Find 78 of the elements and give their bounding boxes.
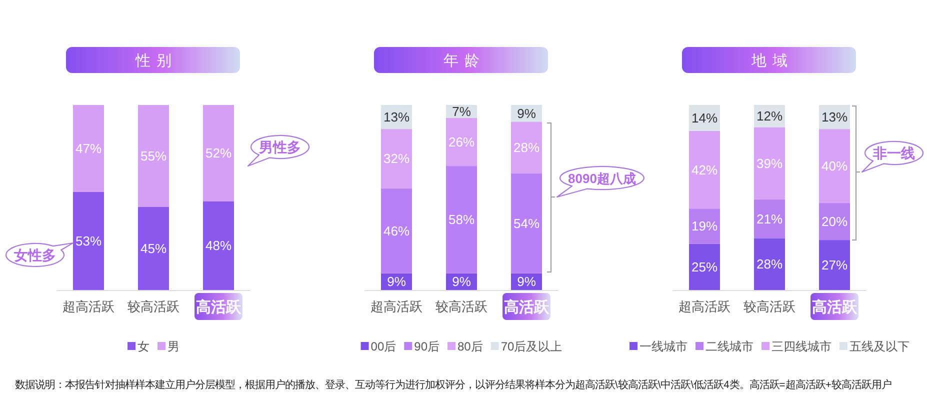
chart-title: 性别: [134, 52, 178, 70]
chart-title: 年龄: [444, 52, 486, 70]
text: 女性多: [13, 247, 56, 263]
x-tick-label: 超高活跃: [370, 299, 422, 314]
bar: [819, 240, 850, 290]
data-label: 32%: [383, 151, 410, 166]
x-tick-label: 超高活跃: [62, 299, 114, 314]
legend-label: 五线及以下: [850, 340, 910, 354]
x-tick-label: 高活跃: [812, 298, 858, 316]
bar: [689, 244, 720, 290]
legend-label: 二线城市: [706, 340, 754, 354]
bar: [511, 173, 542, 274]
bar: [754, 127, 785, 200]
data-label: 9%: [517, 106, 536, 121]
bar: [381, 188, 412, 274]
text: 8090超八成: [568, 171, 636, 186]
x-tick-label: 高活跃: [504, 298, 550, 316]
text: 男性多: [258, 139, 301, 155]
bar: [381, 129, 412, 188]
data-label: 42%: [691, 162, 718, 178]
data-label: 20%: [821, 214, 848, 230]
bar: [73, 192, 104, 290]
data-label: 28%: [513, 140, 540, 156]
data-label: 46%: [383, 223, 410, 238]
data-label: 9%: [517, 274, 536, 290]
data-label: 48%: [205, 238, 232, 254]
data-label: 21%: [756, 211, 783, 226]
data-label: 55%: [140, 148, 167, 164]
data-label: 40%: [821, 158, 848, 174]
x-tick-label: 较高活跃: [744, 299, 796, 314]
data-label: 52%: [205, 146, 232, 161]
x-tick-label: 较高活跃: [436, 299, 488, 314]
text: 数据说明：本报告针对抽样样本建立用户分层模型，根据用户的播放、登录、互动等行为进行加权评分，以评分结果将样本分为超高活跃\较高活跃\中活跃\低活跃4类。高活跃=超高活跃+较高活跃用户: [15, 379, 892, 391]
legend-label: 男: [168, 340, 180, 354]
legend-label: 90后: [414, 340, 440, 354]
bar: [754, 238, 785, 290]
bar: [446, 118, 477, 166]
bar: [689, 208, 720, 244]
bar: [73, 105, 104, 192]
data-label: 27%: [821, 258, 848, 273]
bar: [689, 130, 720, 209]
bar: [203, 201, 234, 290]
bar: [754, 199, 785, 238]
data-label: 13%: [821, 110, 848, 125]
bar: [203, 105, 234, 202]
data-label: 26%: [448, 134, 475, 150]
legend-label: 三四线城市: [772, 340, 832, 354]
chart-title: 地域: [750, 52, 794, 70]
bar: [819, 129, 850, 204]
data-label: 13%: [383, 110, 410, 125]
data-label: 39%: [756, 156, 783, 171]
data-label: 7%: [452, 104, 472, 119]
legend-label: 女: [138, 340, 150, 354]
x-tick-label: 超高活跃: [678, 299, 730, 314]
data-label: 9%: [452, 274, 472, 290]
data-label: 12%: [756, 108, 783, 124]
data-label: 9%: [387, 274, 406, 290]
x-tick-label: 高活跃: [196, 298, 242, 316]
x-tick-label: 较高活跃: [128, 299, 180, 314]
legend-label: 80后: [458, 340, 483, 354]
data-label: 53%: [75, 233, 102, 248]
data-label: 54%: [513, 216, 540, 231]
legend-label: 一线城市: [640, 340, 688, 354]
data-label: 25%: [691, 259, 718, 274]
data-label: 28%: [756, 256, 783, 272]
bar: [138, 206, 169, 290]
data-label: 58%: [448, 212, 475, 228]
data-label: 14%: [691, 110, 718, 126]
data-label: 47%: [75, 140, 102, 156]
bar: [446, 166, 477, 274]
data-label: 45%: [140, 240, 167, 256]
legend-label: 00后: [370, 340, 396, 354]
data-label: 19%: [691, 218, 718, 234]
bar: [138, 105, 169, 207]
bar: [511, 122, 542, 174]
text: 非一线: [872, 145, 915, 161]
bar: [819, 203, 850, 240]
legend-label: 70后及以上: [500, 340, 562, 354]
